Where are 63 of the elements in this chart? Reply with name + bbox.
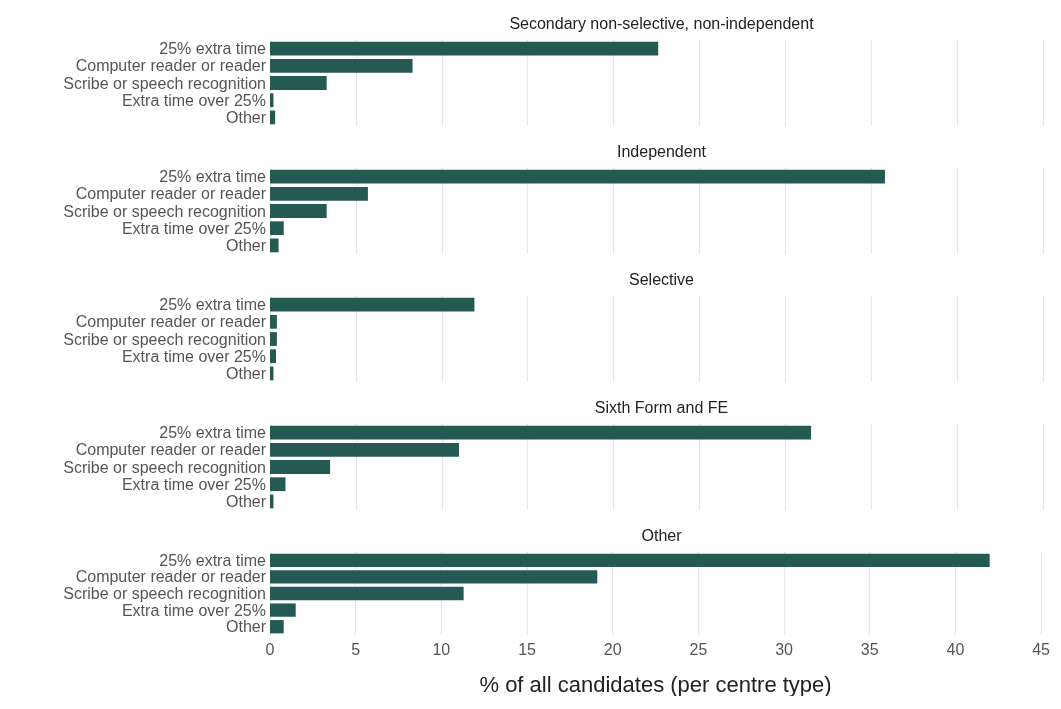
y-tick-label: Scribe or speech recognition [63, 74, 266, 92]
y-tick-label: 25% extra time [159, 551, 267, 569]
y-tick-label: 25% extra time [159, 296, 267, 314]
y-tick-label: 25% extra time [159, 168, 267, 186]
y-tick-label: Extra time over 25% [121, 219, 266, 237]
bar [270, 477, 286, 492]
y-tick-label: Other [225, 364, 267, 382]
bar [270, 76, 327, 90]
chart-title: Independent [617, 142, 707, 160]
x-tick-label: 30 [775, 640, 794, 658]
bar [270, 553, 990, 567]
x-tick-label: 0 [265, 640, 275, 658]
y-tick-label: 25% extra time [159, 40, 267, 58]
x-tick-label: 5 [351, 640, 361, 658]
bar [270, 586, 464, 601]
x-tick-label: 40 [946, 640, 965, 658]
bar [270, 58, 413, 73]
bar [270, 460, 331, 474]
bar [270, 442, 459, 457]
bar [270, 110, 276, 125]
y-tick-label: Other [225, 492, 267, 510]
y-tick-label: Computer reader or reader [75, 57, 267, 75]
bar [270, 425, 812, 440]
x-tick-label: 10 [432, 640, 451, 658]
y-tick-label: Extra time over 25% [121, 475, 266, 493]
bar [270, 349, 277, 364]
bar [270, 314, 277, 329]
bar [270, 297, 475, 312]
y-tick-label: Computer reader or reader [75, 441, 267, 459]
bar [270, 186, 368, 201]
x-axis-title: % of all candidates (per centre type) [479, 671, 832, 697]
bar [270, 41, 659, 56]
chart-title: Selective [629, 270, 695, 288]
y-tick-label: Computer reader or reader [75, 568, 267, 586]
y-tick-label: Scribe or speech recognition [63, 458, 266, 476]
y-tick-label: Extra time over 25% [121, 601, 266, 619]
x-tick-label: 35 [860, 640, 879, 658]
y-tick-label: Scribe or speech recognition [63, 330, 266, 348]
y-tick-label: Extra time over 25% [121, 91, 266, 109]
y-tick-label: Other [225, 618, 267, 636]
bar [270, 221, 284, 236]
chart-title: Sixth Form and FE [594, 398, 729, 416]
x-tick-label: 45 [1032, 640, 1051, 658]
x-tick-label: 20 [603, 640, 622, 658]
bar [270, 204, 327, 218]
y-tick-label: Scribe or speech recognition [63, 585, 266, 602]
y-tick-label: Other [225, 236, 267, 254]
bar [270, 238, 279, 253]
y-tick-label: Scribe or speech recognition [63, 202, 266, 220]
y-tick-label: Computer reader or reader [75, 185, 267, 203]
y-tick-label: Computer reader or reader [75, 313, 267, 331]
x-tick-label: 15 [518, 640, 537, 658]
bar [270, 603, 296, 617]
bar [270, 570, 598, 584]
y-tick-label: Extra time over 25% [121, 347, 266, 365]
bar [270, 620, 284, 634]
y-tick-label: 25% extra time [159, 424, 267, 442]
bar [270, 169, 885, 184]
chart-title: Other [641, 526, 683, 544]
bar [270, 332, 277, 346]
x-tick-label: 25 [689, 640, 708, 658]
chart-title: Secondary non-selective, non-independent [509, 14, 815, 32]
y-tick-label: Other [225, 108, 267, 126]
